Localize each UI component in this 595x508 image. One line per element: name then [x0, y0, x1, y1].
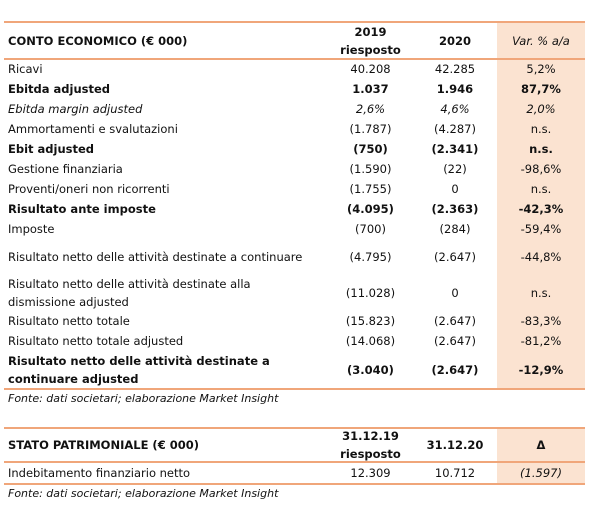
cell-value: (4.095) — [347, 202, 394, 216]
row-label: Ebitda margin adjusted — [8, 102, 143, 116]
row-label: Risultato netto delle attività destinate… — [8, 250, 303, 264]
cell-value: (1.597) — [520, 466, 562, 480]
column-header: 31.12.19 riesposto — [340, 429, 401, 461]
cell-value: (1.787) — [349, 122, 392, 136]
column-header: 31.12.20 — [426, 438, 484, 452]
cell-value: 0 — [451, 286, 459, 300]
cell-value: 5,2% — [526, 62, 556, 76]
row-label: Imposte — [8, 222, 55, 236]
cell-value: (750) — [353, 142, 388, 156]
cell-value: (11.028) — [345, 286, 396, 300]
cell-value: -12,9% — [518, 363, 564, 377]
column-header: 2020 — [438, 33, 471, 48]
cell-value: -44,8% — [520, 250, 562, 264]
cell-value: -42,3% — [518, 202, 564, 216]
row-label: Ebit adjusted — [8, 142, 95, 156]
cell-value: (22) — [443, 162, 467, 176]
shaded-column — [497, 22, 585, 389]
cell-value: (2.363) — [431, 202, 479, 216]
rule — [4, 427, 585, 429]
cell-value: 4,6% — [440, 102, 470, 116]
cell-value: -81,2% — [520, 334, 562, 348]
cell-value: 40.208 — [350, 62, 391, 76]
table-title: CONTO ECONOMICO (€ 000) — [8, 33, 188, 48]
cell-value: (2.341) — [431, 142, 479, 156]
source-note: Fonte: dati societari; elaborazione Mark… — [8, 392, 279, 405]
row-label: Proventi/oneri non ricorrenti — [8, 182, 170, 196]
row-label: Ricavi — [8, 62, 43, 76]
row-label: Gestione finanziaria — [8, 162, 123, 176]
rule — [4, 21, 585, 23]
cell-value: 0 — [451, 182, 459, 196]
cell-value: n.s. — [530, 182, 552, 196]
rule — [4, 461, 585, 463]
cell-value: -83,3% — [520, 314, 562, 328]
shaded-column — [497, 428, 585, 484]
cell-value: (700) — [355, 222, 386, 236]
cell-value: -98,6% — [520, 162, 562, 176]
cell-value: (284) — [439, 222, 471, 236]
cell-value: (2.647) — [434, 314, 476, 328]
cell-value: (4.795) — [349, 250, 392, 264]
rule — [4, 388, 585, 390]
cell-value: 10.712 — [434, 466, 476, 480]
cell-value: (3.040) — [347, 363, 394, 377]
cell-value: (1.755) — [349, 182, 392, 196]
cell-value: 42.285 — [434, 62, 476, 76]
cell-value: (2.647) — [431, 363, 479, 377]
cell-value: 1.037 — [352, 82, 389, 96]
cell-value: (4.287) — [434, 122, 476, 136]
column-header: Δ — [536, 438, 546, 452]
cell-value: (1.590) — [349, 162, 392, 176]
cell-value: 1.946 — [436, 82, 474, 96]
cell-value: (15.823) — [345, 314, 396, 328]
cell-value: 87,7% — [521, 82, 561, 96]
row-label: Risultato netto totale — [8, 314, 130, 328]
cell-value: n.s. — [529, 142, 553, 156]
row-label: Risultato netto delle attività destinate… — [8, 277, 251, 309]
cell-value: 2,6% — [355, 102, 386, 116]
column-header: Var. % a/a — [512, 33, 570, 48]
row-label: Indebitamento finanziario netto — [8, 466, 191, 480]
cell-value: n.s. — [530, 286, 552, 300]
cell-value: (2.647) — [434, 334, 476, 348]
cell-value: (2.647) — [434, 250, 476, 264]
rule — [4, 58, 585, 60]
row-label: Risultato netto totale adjusted — [8, 334, 184, 348]
cell-value: n.s. — [530, 122, 552, 136]
rule — [4, 483, 585, 485]
column-header: 2019 riesposto — [340, 24, 401, 57]
cell-value: 2,0% — [526, 102, 556, 116]
row-label: Ebitda adjusted — [8, 82, 111, 96]
row-label: Risultato netto delle attività destinate… — [8, 354, 270, 386]
row-label: Ammortamenti e svalutazioni — [8, 122, 178, 136]
cell-value: 12.309 — [350, 466, 391, 480]
cell-value: -59,4% — [520, 222, 562, 236]
cell-value: (14.068) — [345, 334, 396, 348]
source-note: Fonte: dati societari; elaborazione Mark… — [8, 487, 279, 500]
table-title: STATO PATRIMONIALE (€ 000) — [8, 438, 199, 452]
row-label: Risultato ante imposte — [8, 202, 156, 216]
